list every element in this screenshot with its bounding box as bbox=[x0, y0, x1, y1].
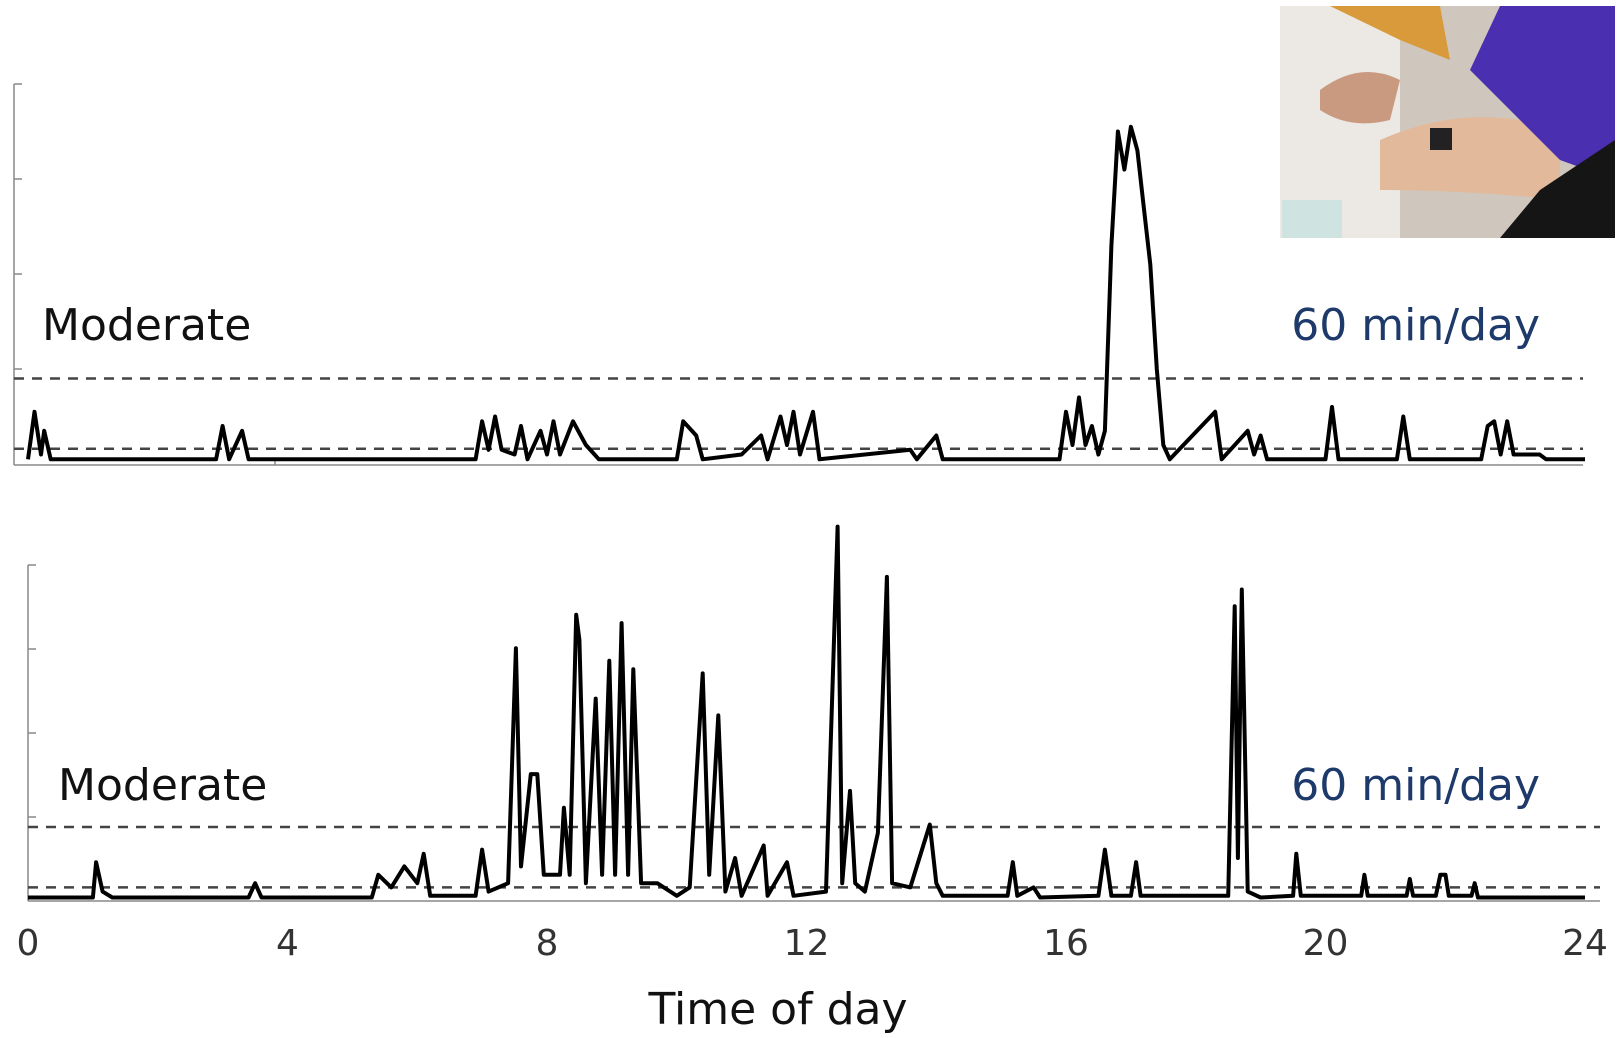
photo-sensor bbox=[1430, 128, 1452, 150]
activity-line bbox=[26, 124, 1585, 462]
x-tick-label: 20 bbox=[1303, 923, 1349, 964]
threshold-label: 60 min/day bbox=[1291, 760, 1540, 811]
activity-line bbox=[28, 524, 1585, 900]
x-tick-label: 24 bbox=[1562, 923, 1608, 964]
photo-hand bbox=[1320, 72, 1400, 124]
x-tick-label: 4 bbox=[276, 923, 299, 964]
photo-package bbox=[1282, 200, 1342, 238]
x-axis-title: Time of day bbox=[648, 984, 908, 1035]
top-axes bbox=[13, 83, 1583, 466]
annotation: Moderate bbox=[58, 760, 267, 811]
threshold-label: 60 min/day bbox=[1291, 300, 1540, 351]
photo-sleeve bbox=[1470, 6, 1615, 180]
photo-pants bbox=[1500, 140, 1615, 238]
photo bbox=[1280, 6, 1615, 238]
photo-chair bbox=[1330, 6, 1450, 60]
x-tick-label: 12 bbox=[784, 923, 830, 964]
annotation: Moderate bbox=[42, 300, 251, 351]
x-tick-label: 0 bbox=[17, 923, 40, 964]
x-tick-label: 8 bbox=[536, 923, 559, 964]
bottom-axes bbox=[27, 564, 1600, 902]
photo-leg bbox=[1380, 117, 1560, 200]
x-tick-label: 16 bbox=[1043, 923, 1089, 964]
